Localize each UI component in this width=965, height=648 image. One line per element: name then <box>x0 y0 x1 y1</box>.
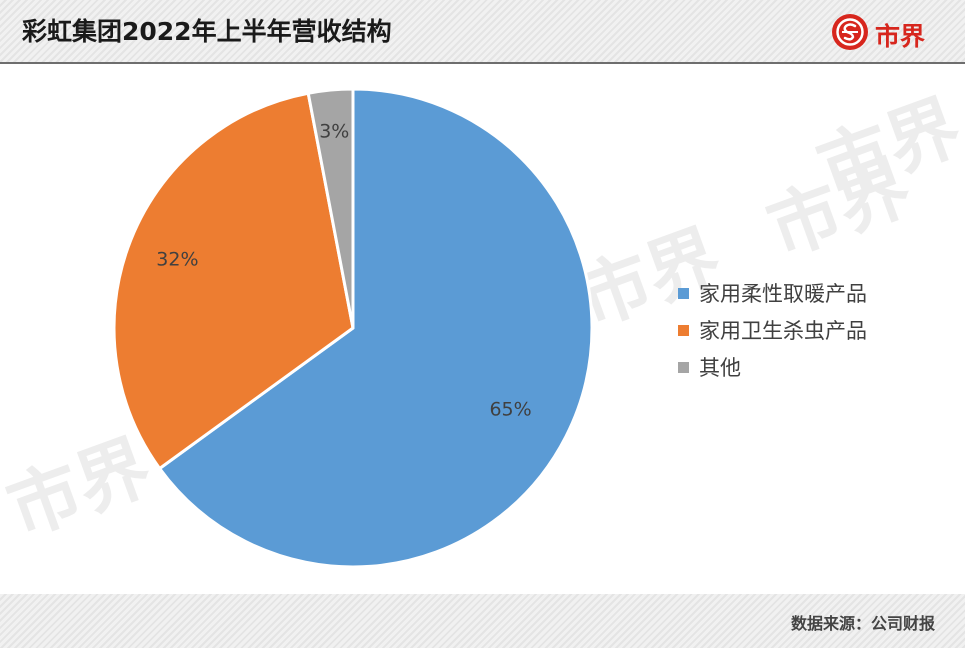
page-title: 彩虹集团2022年上半年营收结构 <box>22 17 392 46</box>
pie-slice-2 <box>112 91 355 470</box>
pie-slice-labels: 65% 32% 3% <box>156 121 531 421</box>
legend-label-1: 家用柔性取暖产品 <box>699 282 867 306</box>
footer-bar: 数据来源：公司财报 <box>0 594 965 648</box>
slice-label-1: 65% <box>489 398 531 420</box>
pie-slices <box>112 87 594 569</box>
legend-swatch-1 <box>678 288 689 299</box>
slice-label-3: 3% <box>319 121 349 143</box>
logo-text: 市界 <box>875 22 926 51</box>
slice-label-2: 32% <box>156 249 198 271</box>
pie-slice-3 <box>306 87 355 330</box>
pie-slice-1 <box>158 87 594 569</box>
shijie-logo-icon <box>832 14 868 50</box>
data-source: 数据来源：公司财报 <box>790 614 935 633</box>
legend-swatch-2 <box>678 325 689 336</box>
watermark-text: 市界 <box>807 84 965 212</box>
legend-label-3: 其他 <box>699 356 741 380</box>
legend-swatch-3 <box>678 362 689 373</box>
brand-logo: 市界 <box>831 13 951 51</box>
header-bar: 彩虹集团2022年上半年营收结构 市界 <box>0 0 965 64</box>
legend-label-2: 家用卫生杀虫产品 <box>699 319 867 343</box>
watermark-text: 市界 <box>0 424 161 552</box>
